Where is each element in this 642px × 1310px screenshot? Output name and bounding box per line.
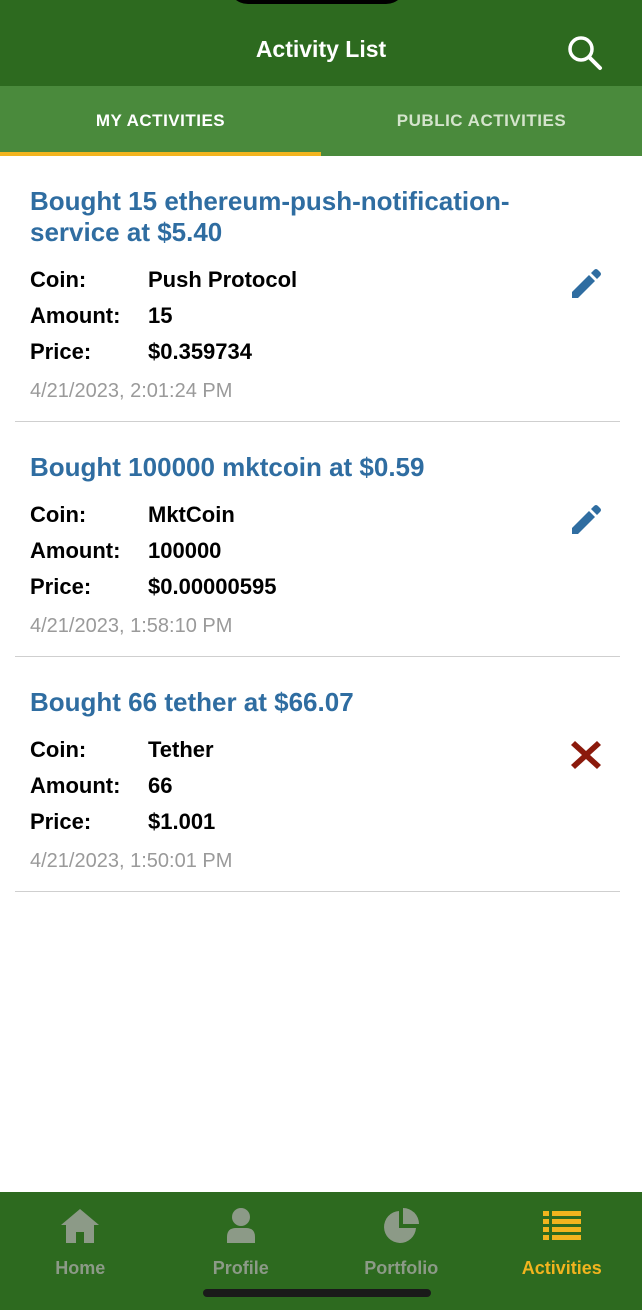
nav-activities[interactable]: Activities bbox=[482, 1192, 642, 1310]
amount-label: Amount: bbox=[30, 303, 121, 328]
list-icon bbox=[540, 1204, 584, 1248]
activity-title: Bought 15 ethereum-push-notification-ser… bbox=[30, 186, 510, 247]
tab-my-activities[interactable]: MY ACTIVITIES bbox=[0, 86, 321, 156]
amount-row: Amount: 66 bbox=[30, 768, 620, 804]
coin-value: Tether bbox=[148, 737, 214, 762]
edit-icon[interactable] bbox=[566, 264, 606, 304]
price-value: $0.359734 bbox=[148, 339, 252, 364]
home-indicator[interactable] bbox=[203, 1289, 431, 1297]
tab-public-activities[interactable]: PUBLIC ACTIVITIES bbox=[321, 86, 642, 156]
amount-label: Amount: bbox=[30, 773, 121, 798]
bottom-navigation: Home Profile Portfolio bbox=[0, 1192, 642, 1310]
edit-icon[interactable] bbox=[566, 500, 606, 540]
price-row: Price: $1.001 bbox=[30, 804, 620, 840]
pie-chart-icon bbox=[379, 1204, 423, 1248]
nav-label: Activities bbox=[521, 1258, 602, 1278]
activity-tabs: MY ACTIVITIES PUBLIC ACTIVITIES bbox=[0, 86, 642, 156]
activity-title: Bought 66 tether at $66.07 bbox=[30, 687, 354, 717]
active-tab-indicator bbox=[0, 152, 321, 156]
nav-label: Portfolio bbox=[364, 1258, 439, 1278]
device-notch bbox=[228, 0, 406, 4]
amount-value: 66 bbox=[148, 773, 173, 798]
coin-row: Coin: Tether bbox=[30, 732, 620, 768]
amount-row: Amount: 100000 bbox=[30, 533, 620, 569]
activity-card[interactable]: Bought 100000 mktcoin at $0.59 Coin: Mkt… bbox=[15, 422, 620, 657]
amount-label: Amount: bbox=[30, 538, 121, 563]
price-value: $1.001 bbox=[148, 809, 216, 834]
amount-value: 15 bbox=[148, 303, 173, 328]
activity-timestamp: 4/21/2023, 2:01:24 PM bbox=[30, 380, 233, 402]
nav-portfolio[interactable]: Portfolio bbox=[321, 1192, 482, 1310]
price-label: Price: bbox=[30, 809, 92, 834]
price-row: Price: $0.359734 bbox=[30, 334, 620, 370]
activity-card[interactable]: Bought 15 ethereum-push-notification-ser… bbox=[15, 156, 620, 422]
delete-icon[interactable] bbox=[566, 735, 606, 775]
tab-label: PUBLIC ACTIVITIES bbox=[396, 111, 567, 130]
tab-label: MY ACTIVITIES bbox=[95, 111, 226, 130]
nav-home[interactable]: Home bbox=[0, 1192, 161, 1310]
coin-row: Coin: Push Protocol bbox=[30, 262, 620, 298]
coin-label: Coin: bbox=[30, 502, 87, 527]
activity-card[interactable]: Bought 66 tether at $66.07 Coin: Tether … bbox=[15, 657, 620, 892]
coin-value: Push Protocol bbox=[148, 267, 298, 292]
page-title: Activity List bbox=[255, 36, 387, 62]
price-label: Price: bbox=[30, 339, 92, 364]
person-icon bbox=[219, 1204, 263, 1248]
price-row: Price: $0.00000595 bbox=[30, 569, 620, 605]
coin-label: Coin: bbox=[30, 737, 87, 762]
amount-row: Amount: 15 bbox=[30, 298, 620, 334]
activity-list: Bought 15 ethereum-push-notification-ser… bbox=[15, 156, 620, 892]
activity-timestamp: 4/21/2023, 1:50:01 PM bbox=[30, 850, 233, 872]
search-icon[interactable] bbox=[566, 34, 604, 72]
amount-value: 100000 bbox=[148, 538, 222, 563]
coin-label: Coin: bbox=[30, 267, 87, 292]
activity-timestamp: 4/21/2023, 1:58:10 PM bbox=[30, 615, 233, 637]
nav-label: Home bbox=[55, 1258, 106, 1278]
home-icon bbox=[58, 1204, 102, 1248]
nav-label: Profile bbox=[212, 1258, 269, 1278]
coin-row: Coin: MktCoin bbox=[30, 497, 620, 533]
app-header: Activity List bbox=[0, 0, 642, 86]
coin-value: MktCoin bbox=[148, 502, 235, 527]
nav-profile[interactable]: Profile bbox=[161, 1192, 322, 1310]
price-value: $0.00000595 bbox=[148, 574, 277, 599]
activity-title: Bought 100000 mktcoin at $0.59 bbox=[30, 452, 425, 482]
price-label: Price: bbox=[30, 574, 92, 599]
